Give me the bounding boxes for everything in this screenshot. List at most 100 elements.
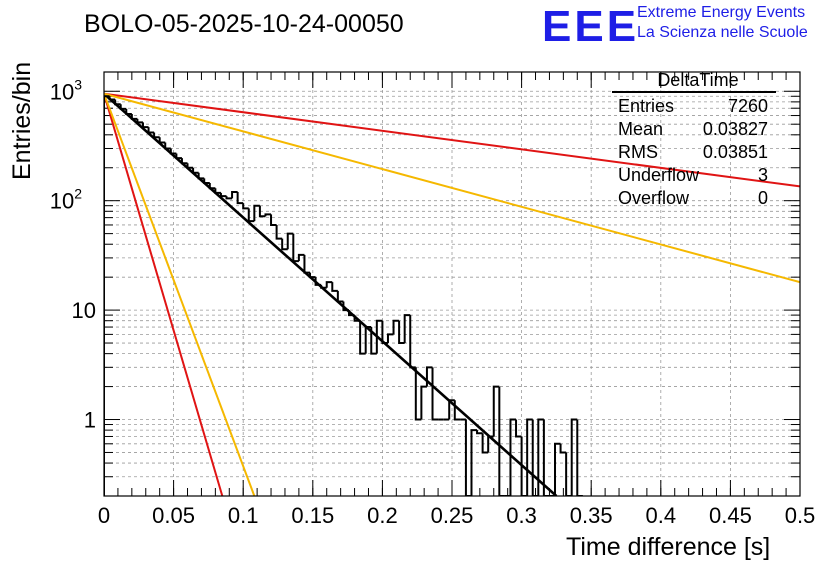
histogram-bin [559,443,567,454]
histogram-bin [108,96,116,101]
histogram-bin [336,290,344,303]
histogram-bin [297,253,305,262]
stats-row-overflow: Overflow 0 [610,187,780,210]
x-tick-label: 0.5 [785,503,816,528]
eee-logo: EEE [542,2,640,51]
histogram-bin [520,436,528,496]
x-tick-label: 0.25 [431,503,474,528]
y-tick-label: 102 [50,186,82,214]
histogram-bin [359,320,366,355]
stats-label: RMS [618,142,658,162]
histogram-bin [236,192,244,205]
histogram-bin [242,203,249,210]
x-tick-label: 0.05 [152,503,195,528]
histogram-bin [425,366,433,387]
stats-box: DeltaTime Entries 7260 Mean 0.03827 RMS … [610,70,780,210]
stats-row-underflow: Underflow 3 [610,164,780,187]
y-tick-label: 10 [72,298,96,323]
histogram-bin [119,104,127,110]
histogram-bin [470,429,478,496]
y-tick-exponent: 2 [74,186,82,202]
histogram-bin [370,327,377,355]
histogram-bin [498,386,505,496]
logo-tagline-1: Extreme Energy Events [637,4,806,21]
histogram-bin [208,183,216,190]
x-tick-label: 0 [98,503,110,528]
histogram-bin [353,315,361,322]
stats-label: Entries [618,96,675,116]
histogram-bin [225,196,233,200]
histogram-bin [147,127,155,134]
series-orange-fast [104,93,256,496]
histogram-bin [531,419,539,496]
histogram-bin [247,208,255,223]
histogram-bin [420,385,427,420]
x-axis-label: Time difference [s] [566,533,771,561]
histogram-bin [130,113,138,120]
histogram-bin [153,132,160,139]
histogram-bin [431,367,439,421]
histogram-bin [325,281,333,288]
histogram-bin [203,178,210,185]
histogram-bin [180,158,188,165]
histogram-bin [409,315,416,369]
histogram-bin [158,137,166,144]
chart-title: BOLO-05-2025-10-24-00050 [84,10,404,38]
histogram-bin [403,314,411,344]
y-tick-label: 103 [50,76,82,104]
stats-title: DeltaTime [657,70,739,90]
y-axis-label: Entries/bin [8,61,36,180]
histogram-bin [542,419,550,496]
histogram-bin [386,333,394,344]
histogram-bin [364,326,372,354]
histogram-bin [231,191,238,199]
histogram-bin [303,254,311,274]
series-red-slow [104,92,800,188]
histogram-bin [104,95,110,496]
histogram-bin [125,108,132,115]
stats-row-entries: Entries 7260 [610,95,780,118]
histogram-bin [264,213,272,217]
stats-label: Mean [618,119,664,139]
histogram-bin [453,400,461,421]
histogram-bin [537,418,544,496]
histogram-bin [186,163,194,169]
histogram-bin [464,419,472,496]
histogram-bin [476,430,483,435]
x-tick-label: 0.35 [570,503,613,528]
histogram-bin [570,418,578,496]
histogram-bin [309,272,316,279]
plot-frame [103,71,801,497]
series-fit [104,92,558,496]
histogram-bin [347,310,355,317]
x-tick-label: 0.2 [367,503,398,528]
histogram-bin [169,148,177,155]
stats-value: 7260 [727,96,768,116]
histogram-bin [526,418,533,496]
histogram-bin [576,419,583,496]
stats-label: Overflow [618,188,690,208]
histogram-bin [164,142,171,150]
x-tick-label: 0.3 [506,503,537,528]
histogram-bin [398,320,405,345]
histogram-bin [114,99,121,106]
stats-row-rms: RMS 0.03851 [610,141,780,164]
histogram-bin [219,192,227,198]
histogram-bin [253,204,260,222]
stats-value: 3 [757,165,768,185]
stats-value: 0.03851 [702,142,768,162]
y-tick-exponent: 3 [74,76,82,92]
histogram-bin [192,167,199,174]
histogram-bin [175,153,182,160]
histogram-bin [275,224,283,240]
stats-row-mean: Mean 0.03827 [610,118,780,141]
histogram-bin [381,320,388,345]
histogram-bin [214,188,221,194]
histogram-bin [481,433,489,454]
histogram-bin [375,319,383,354]
histogram-bin [554,442,561,496]
histogram-bin [292,233,299,263]
x-tick-label: 0.45 [709,503,752,528]
x-tick-label: 0.4 [646,503,677,528]
